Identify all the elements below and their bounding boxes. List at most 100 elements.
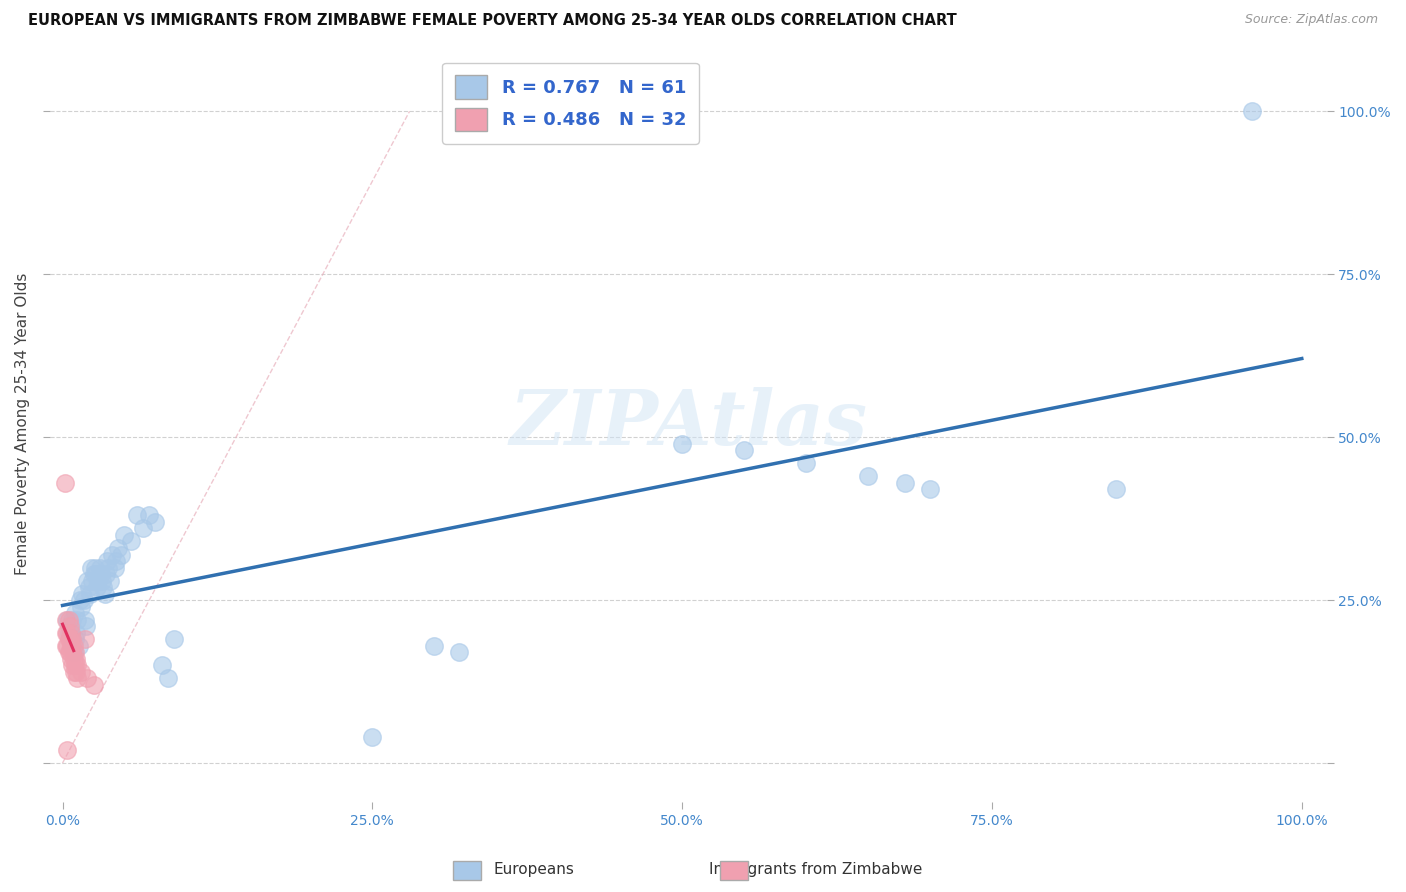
Point (93, 586, 115, 600)
Point (62, 639, 84, 653)
Point (361, 730, 384, 744)
Point (101, 548, 124, 562)
Point (60, 639, 83, 653)
Point (98, 574, 121, 588)
Point (114, 528, 136, 542)
Point (80, 560, 103, 574)
Point (62, 645, 84, 659)
Point (63, 658, 86, 673)
Point (103, 560, 125, 574)
Point (66, 671, 89, 685)
Point (58, 613, 80, 627)
Point (163, 632, 186, 647)
Point (60, 625, 83, 640)
Point (145, 515, 167, 529)
Point (89, 560, 111, 574)
Text: EUROPEAN VS IMMIGRANTS FROM ZIMBABWE FEMALE POVERTY AMONG 25-34 YEAR OLDS CORREL: EUROPEAN VS IMMIGRANTS FROM ZIMBABWE FEM… (28, 13, 957, 29)
Text: Source: ZipAtlas.com: Source: ZipAtlas.com (1244, 13, 1378, 27)
Point (65, 625, 87, 640)
Point (56, 743, 79, 757)
Point (55, 613, 77, 627)
Point (73, 613, 96, 627)
Point (59, 645, 82, 659)
Point (70, 599, 93, 614)
Point (733, 443, 755, 458)
Point (73, 632, 96, 647)
Point (83, 567, 105, 582)
Point (72, 593, 94, 607)
Point (96, 554, 118, 568)
Point (62, 645, 84, 659)
Legend: R = 0.767   N = 61, R = 0.486   N = 32: R = 0.767 N = 61, R = 0.486 N = 32 (441, 62, 699, 144)
Point (104, 554, 127, 568)
Point (856, 469, 879, 483)
Point (65, 665, 87, 679)
Point (62, 665, 84, 679)
Point (79, 586, 101, 600)
Point (63, 632, 86, 647)
Point (125, 508, 148, 523)
Point (84, 567, 107, 582)
Point (1105, 483, 1128, 497)
Point (1241, 104, 1264, 119)
Point (72, 586, 94, 600)
Point (58, 625, 80, 640)
Point (53, 475, 76, 490)
Point (671, 436, 693, 450)
Text: Europeans: Europeans (494, 863, 575, 877)
Point (62, 639, 84, 653)
Point (62, 658, 84, 673)
Point (58, 645, 80, 659)
Point (69, 593, 91, 607)
Point (120, 534, 142, 549)
Point (76, 574, 98, 588)
Point (76, 671, 98, 685)
Point (62, 632, 84, 647)
Point (63, 645, 86, 659)
Point (75, 619, 97, 633)
Point (58, 632, 80, 647)
Point (156, 671, 179, 685)
Point (107, 541, 129, 555)
Point (86, 580, 108, 594)
Point (794, 456, 817, 470)
Point (56, 625, 79, 640)
Point (91, 574, 114, 588)
Point (110, 548, 132, 562)
Point (83, 678, 105, 692)
Point (62, 613, 84, 627)
Text: Immigrants from Zimbabwe: Immigrants from Zimbabwe (709, 863, 922, 877)
Point (60, 625, 83, 640)
Y-axis label: Female Poverty Among 25-34 Year Olds: Female Poverty Among 25-34 Year Olds (15, 273, 30, 575)
Point (894, 475, 917, 490)
Point (150, 658, 173, 673)
Point (138, 508, 160, 523)
Point (65, 652, 87, 666)
Point (70, 665, 93, 679)
Point (56, 639, 79, 653)
Point (132, 521, 155, 535)
Point (59, 619, 82, 633)
Point (59, 632, 82, 647)
Point (97, 560, 120, 574)
Point (83, 560, 105, 574)
Point (60, 652, 83, 666)
Point (449, 645, 471, 659)
Point (77, 580, 100, 594)
Point (918, 483, 941, 497)
Point (55, 639, 77, 653)
Point (59, 619, 82, 633)
Point (87, 574, 110, 588)
Point (82, 574, 104, 588)
Point (63, 606, 86, 620)
Point (423, 639, 446, 653)
Point (66, 613, 89, 627)
Point (93, 580, 115, 594)
Point (67, 639, 90, 653)
Point (94, 567, 117, 582)
Point (90, 567, 112, 582)
Point (66, 658, 89, 673)
Text: ZIPAtlas: ZIPAtlas (509, 387, 868, 461)
Point (56, 613, 79, 627)
Point (55, 625, 77, 640)
